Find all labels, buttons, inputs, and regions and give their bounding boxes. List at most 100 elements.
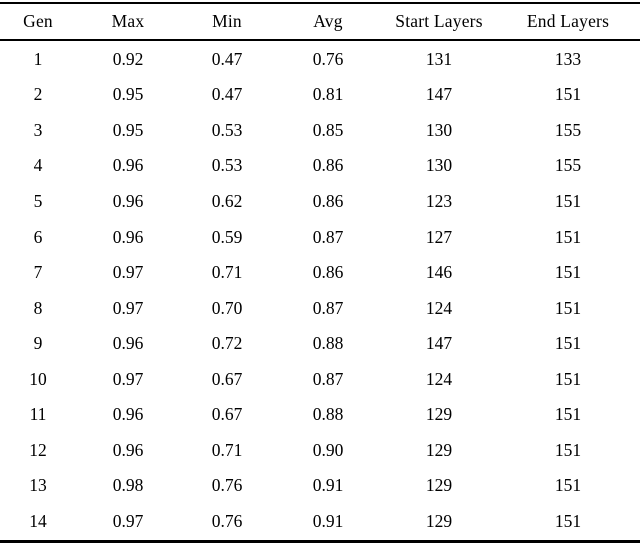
value-cell: 147 [425, 84, 453, 105]
value-cell: 0.67 [211, 368, 243, 389]
value-cell: 0.96 [112, 155, 144, 176]
value-cell: 151 [554, 226, 582, 247]
table-row: 5 0.96 0.62 0.86 123 151 [0, 184, 640, 220]
gen-cell: 12 [29, 439, 47, 460]
value-cell: 0.92 [112, 48, 144, 69]
value-cell: 0.87 [312, 297, 344, 318]
value-cell: 0.96 [112, 439, 144, 460]
gen-cell: 6 [33, 226, 43, 247]
table-row: 3 0.95 0.53 0.85 130 155 [0, 113, 640, 149]
gen-cell: 7 [33, 262, 43, 283]
value-cell: 0.97 [112, 511, 144, 532]
table-row: 9 0.96 0.72 0.88 147 151 [0, 326, 640, 362]
value-cell: 0.86 [312, 262, 344, 283]
value-cell: 0.96 [112, 404, 144, 425]
header-row: Gen Max Min Avg Start Layers End Layers [0, 3, 640, 41]
value-cell: 0.87 [312, 226, 344, 247]
value-cell: 151 [554, 475, 582, 496]
value-cell: 0.81 [312, 84, 344, 105]
value-cell: 127 [425, 226, 453, 247]
value-cell: 0.85 [312, 119, 344, 140]
value-cell: 0.76 [312, 48, 344, 69]
table-row: 2 0.95 0.47 0.81 147 151 [0, 77, 640, 113]
value-cell: 0.86 [312, 155, 344, 176]
value-cell: 151 [554, 333, 582, 354]
value-cell: 0.90 [312, 439, 344, 460]
value-cell: 0.47 [211, 48, 243, 69]
value-cell: 123 [425, 191, 453, 211]
value-cell: 0.71 [211, 439, 243, 460]
table-row: 6 0.96 0.59 0.87 127 151 [0, 219, 640, 255]
value-cell: 133 [554, 48, 582, 69]
gen-cell: 1 [33, 48, 43, 69]
value-cell: 0.97 [112, 262, 144, 283]
gen-cell: 9 [33, 333, 43, 354]
value-cell: 151 [554, 404, 582, 425]
gen-cell: 2 [33, 84, 43, 105]
value-cell: 0.53 [211, 119, 243, 140]
value-cell: 0.53 [211, 155, 243, 176]
value-cell: 0.59 [211, 226, 243, 247]
table-row: 4 0.96 0.53 0.86 130 155 [0, 148, 640, 184]
value-cell: 129 [425, 404, 453, 425]
table-row: 10 0.97 0.67 0.87 124 151 [0, 361, 640, 397]
value-cell: 0.86 [312, 191, 344, 211]
column-header-gen: Gen [0, 3, 76, 41]
value-cell: 0.96 [112, 191, 144, 211]
value-cell: 0.71 [211, 262, 243, 283]
value-cell: 0.62 [211, 191, 243, 211]
value-cell: 0.95 [112, 84, 144, 105]
value-cell: 151 [554, 262, 582, 283]
value-cell: 0.97 [112, 368, 144, 389]
value-cell: 151 [554, 368, 582, 389]
value-cell: 124 [425, 297, 453, 318]
value-cell: 0.70 [211, 297, 243, 318]
table-row: 11 0.96 0.67 0.88 129 151 [0, 397, 640, 433]
gen-cell: 11 [29, 404, 47, 425]
value-cell: 131 [425, 48, 453, 69]
value-cell: 151 [554, 439, 582, 460]
value-cell: 0.76 [211, 475, 243, 496]
table-row: 8 0.97 0.70 0.87 124 151 [0, 290, 640, 326]
value-cell: 0.76 [211, 511, 243, 532]
column-header-max: Max [76, 3, 180, 41]
value-cell: 0.88 [312, 333, 344, 354]
value-cell: 0.91 [312, 511, 344, 532]
value-cell: 146 [425, 262, 453, 283]
value-cell: 0.96 [112, 226, 144, 247]
column-header-end-layers: End Layers [496, 3, 640, 41]
value-cell: 0.98 [112, 475, 144, 496]
gen-cell: 14 [29, 511, 47, 532]
value-cell: 0.91 [312, 475, 344, 496]
value-cell: 129 [425, 439, 453, 460]
value-cell: 130 [425, 155, 453, 176]
value-cell: 124 [425, 368, 453, 389]
value-cell: 151 [554, 191, 582, 211]
table-row: 13 0.98 0.76 0.91 129 151 [0, 468, 640, 504]
value-cell: 151 [554, 511, 582, 532]
value-cell: 147 [425, 333, 453, 354]
table-body: 1 0.92 0.47 0.76 131 133 2 0.95 0.47 0.81 147 151 3 0… [0, 40, 640, 542]
gen-cell: 13 [29, 475, 47, 496]
table-head: Gen Max Min Avg Start Layers End Layers [0, 3, 640, 41]
value-cell: 0.47 [211, 84, 243, 105]
table-row: 12 0.96 0.71 0.90 129 151 [0, 432, 640, 468]
value-cell: 130 [425, 119, 453, 140]
value-cell: 0.67 [211, 404, 243, 425]
value-cell: 0.72 [211, 333, 243, 354]
value-cell: 155 [554, 155, 582, 176]
table-row: 14 0.97 0.76 0.91 129 151 [0, 503, 640, 541]
value-cell: 151 [554, 84, 582, 105]
gen-cell: 8 [33, 297, 43, 318]
value-cell: 155 [554, 119, 582, 140]
gen-cell: 5 [33, 191, 43, 211]
column-header-min: Min [180, 3, 274, 41]
value-cell: 0.88 [312, 404, 344, 425]
value-cell: 0.96 [112, 333, 144, 354]
gen-cell: 4 [33, 155, 43, 176]
column-header-avg: Avg [274, 3, 382, 41]
value-cell: 0.95 [112, 119, 144, 140]
table-row: 7 0.97 0.71 0.86 146 151 [0, 255, 640, 291]
